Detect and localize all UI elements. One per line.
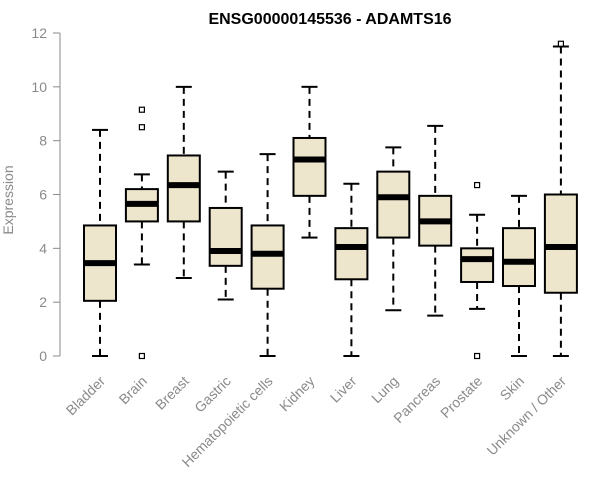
- box-iqr: [376, 170, 411, 239]
- box-5: [292, 85, 327, 239]
- y-axis: 0 2 4 6 8 10 12: [31, 25, 61, 364]
- y-tick-label: 10: [31, 79, 47, 95]
- box-6: [334, 182, 369, 357]
- box-7: [376, 146, 411, 312]
- outlier-point: [138, 124, 145, 131]
- box-iqr: [460, 247, 495, 283]
- box-1: [124, 106, 159, 360]
- x-tick-label: Liver: [327, 373, 360, 406]
- y-tick-label: 6: [39, 187, 47, 203]
- box-3: [208, 170, 243, 301]
- box-iqr: [250, 224, 285, 290]
- outlier-point: [138, 106, 145, 113]
- box-iqr: [166, 154, 201, 223]
- boxes-group: [83, 40, 578, 360]
- box-iqr: [543, 193, 578, 294]
- box-8: [418, 124, 453, 317]
- box-10: [502, 194, 536, 357]
- box-11: [543, 40, 578, 357]
- box-iqr: [502, 227, 536, 288]
- y-axis-label: Expression: [0, 165, 16, 234]
- y-tick-label: 0: [39, 348, 47, 364]
- box-iqr: [292, 136, 327, 197]
- box-9: [460, 181, 495, 360]
- x-tick-label: Skin: [497, 373, 528, 404]
- x-tick-label: Prostate: [437, 373, 485, 421]
- box-0: [83, 128, 117, 357]
- chart-title: ENSG00000145536 - ADAMTS16: [208, 11, 451, 28]
- y-tick-label: 2: [39, 294, 47, 310]
- outlier-point: [138, 352, 145, 360]
- x-tick-label: Brain: [116, 373, 150, 407]
- y-tick-label: 12: [31, 25, 47, 41]
- x-tick-label: Pancreas: [390, 373, 443, 426]
- box-iqr: [208, 206, 243, 267]
- outlier-point: [474, 352, 481, 360]
- outlier-point: [474, 181, 481, 189]
- x-tick-label: Lung: [368, 373, 401, 406]
- box-iqr: [334, 227, 369, 281]
- y-tick-label: 8: [39, 133, 47, 149]
- x-tick-label: Kidney: [276, 373, 318, 415]
- outlier-point: [557, 40, 565, 47]
- x-tick-label: Breast: [152, 373, 192, 413]
- y-tick-label: 4: [39, 240, 47, 256]
- box-4: [250, 153, 285, 357]
- x-tick-label: Unknown / Other: [483, 373, 569, 459]
- box-2: [166, 85, 201, 279]
- x-tick-label: Bladder: [63, 373, 109, 419]
